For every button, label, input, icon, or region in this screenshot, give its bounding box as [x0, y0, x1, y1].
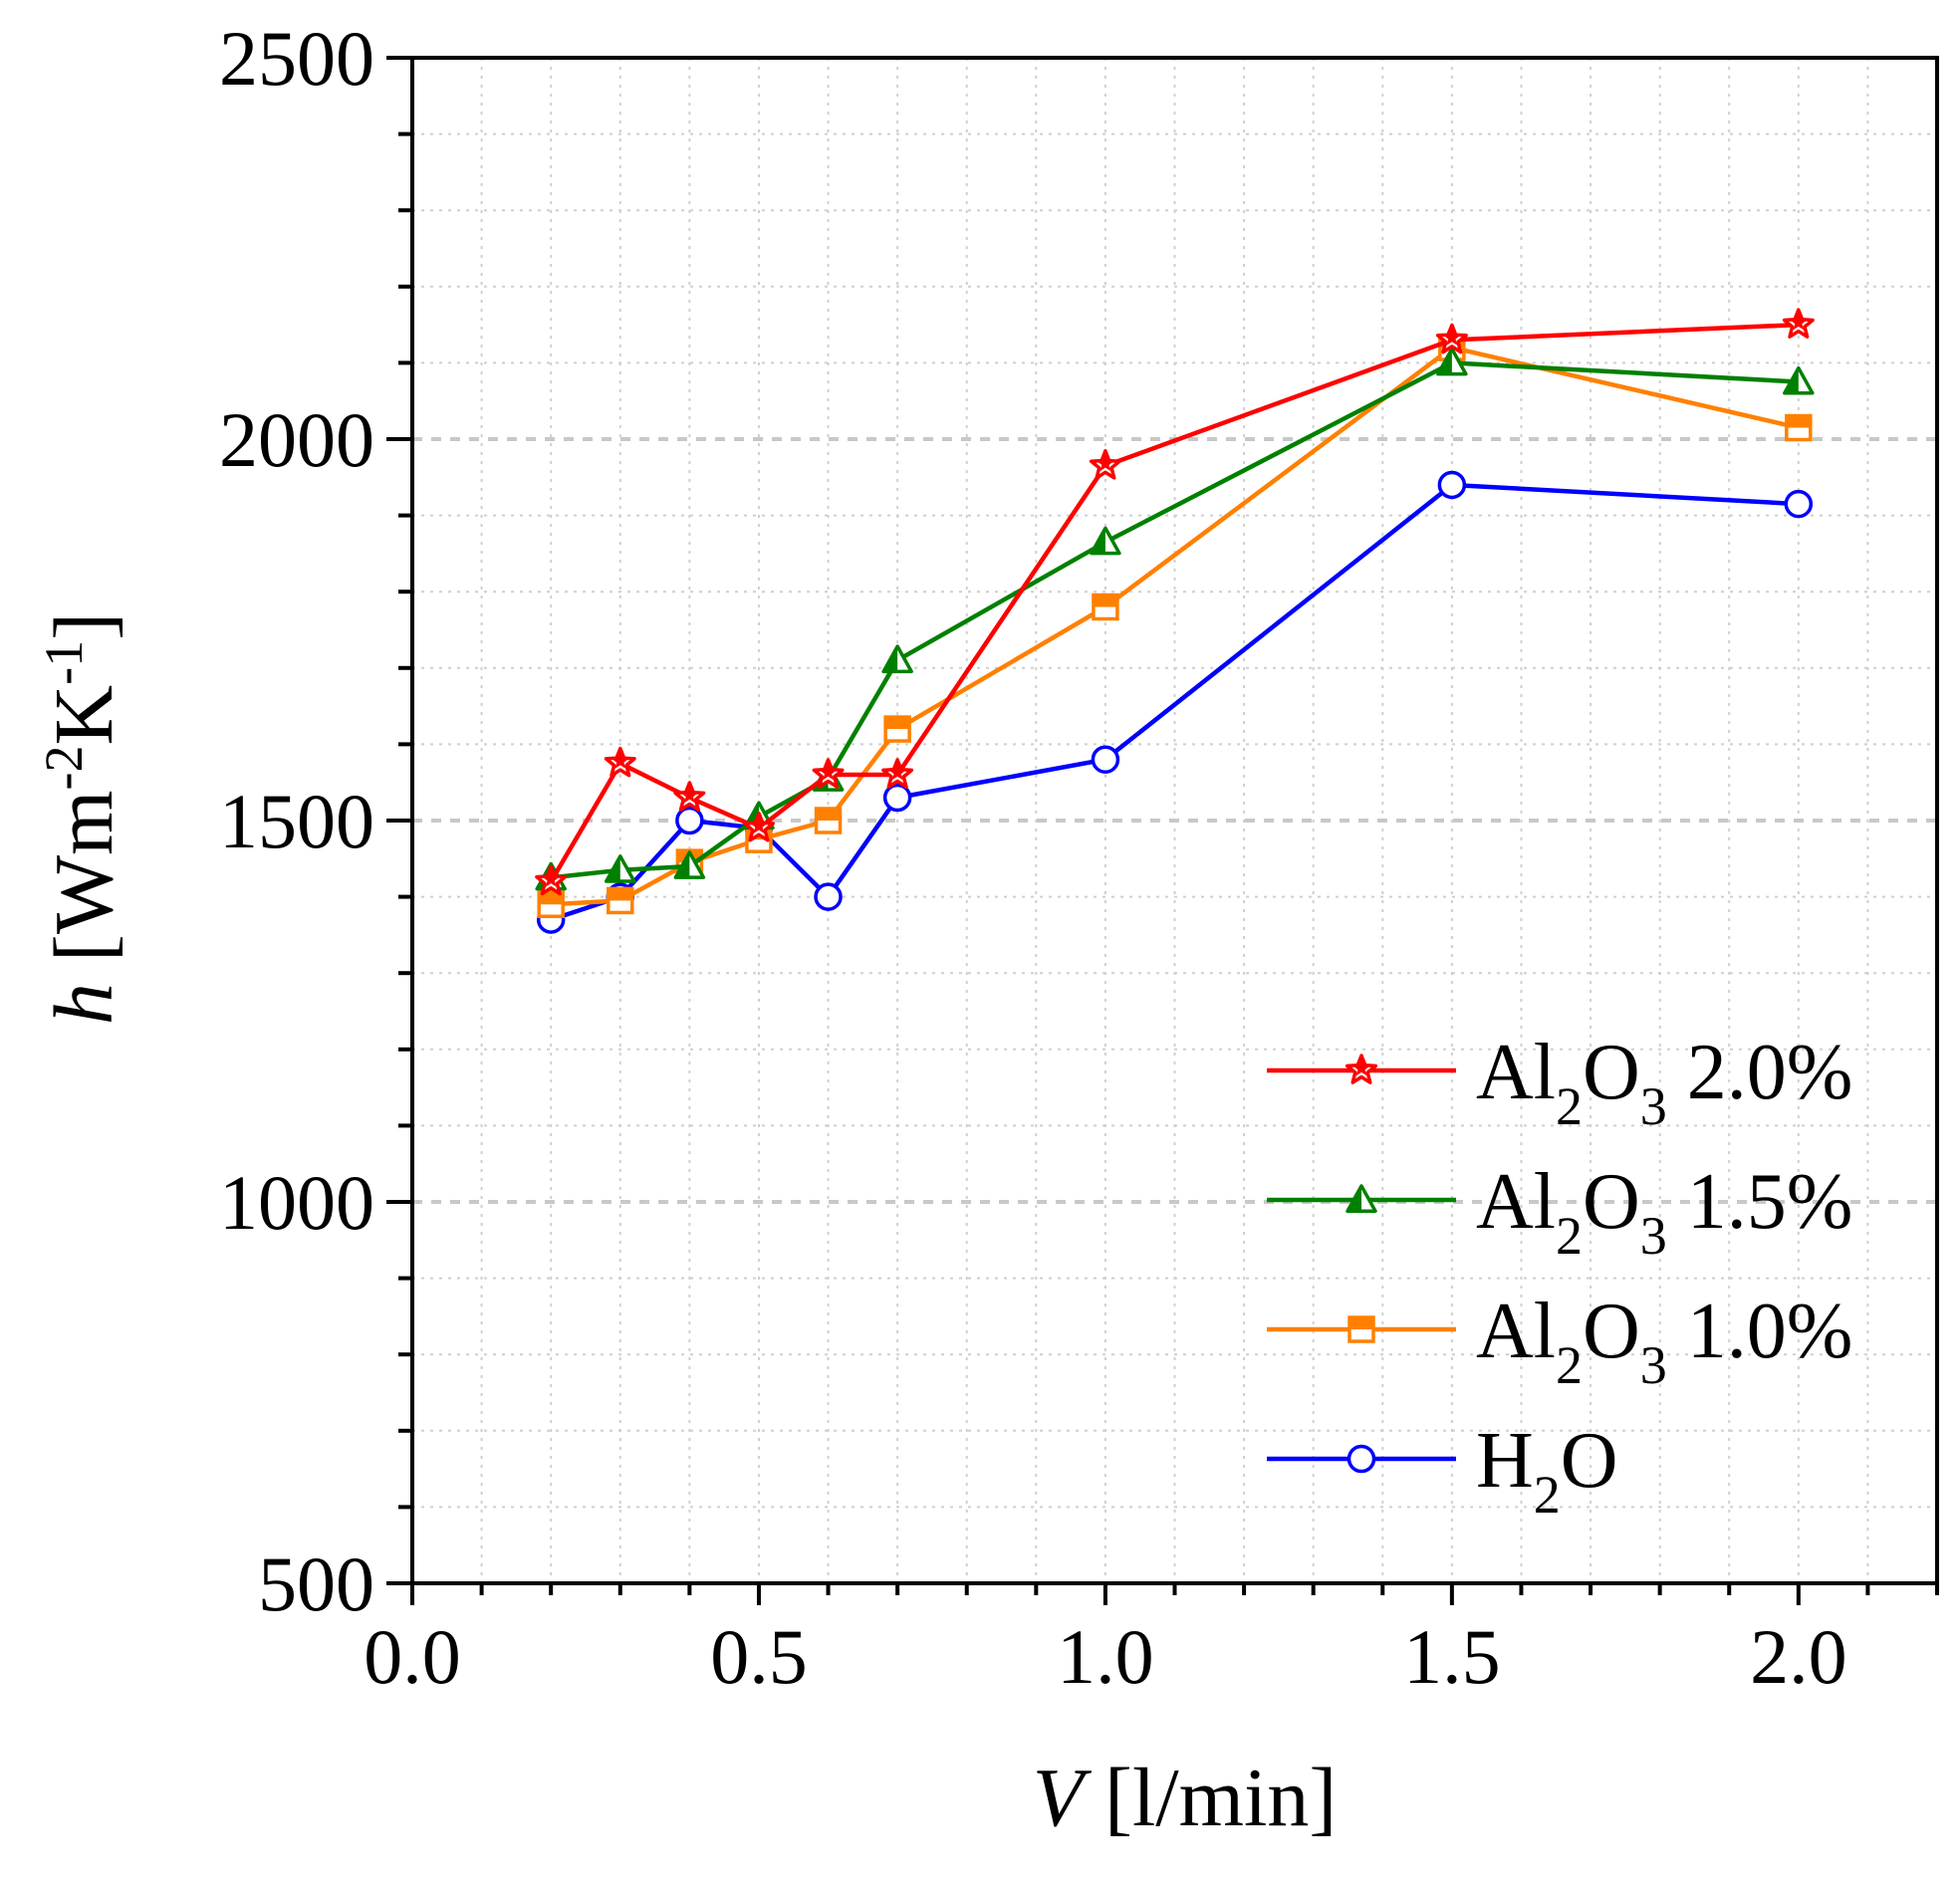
y-axis-title-exponent: -2 — [34, 746, 94, 791]
legend-label-subscript: 2 — [1534, 1465, 1561, 1525]
legend-swatch-square-fill — [1349, 1317, 1373, 1329]
data-point-star-fill — [1790, 314, 1808, 331]
y-axis-title-bracket: ] — [38, 612, 130, 640]
legend-label-subscript: 2 — [1556, 1335, 1583, 1395]
legend-label-subscript: 2 — [1556, 1206, 1583, 1266]
legend-label-subscript: 3 — [1640, 1076, 1667, 1136]
data-point-circle — [1784, 489, 1814, 519]
data-point-square-fill — [885, 717, 910, 730]
y-tick-label: 2500 — [219, 15, 374, 102]
legend-swatch-star-fill — [1352, 1060, 1370, 1076]
legend: Al2O3 2.0%Al2O3 1.5%Al2O3 1.0%H2O — [1267, 1029, 1852, 1525]
legend-entry: H2O — [1267, 1417, 1618, 1525]
data-point-star-fill — [1097, 454, 1114, 472]
y-axis-title-unit: K — [38, 685, 130, 746]
data-point-triangle-fill — [1091, 528, 1105, 554]
data-point-circle — [1437, 470, 1467, 500]
data-point-square-fill — [608, 888, 632, 901]
data-point-circle — [814, 882, 843, 911]
legend-entry: Al2O3 1.0% — [1267, 1288, 1852, 1395]
legend-label-part: O — [1583, 1158, 1640, 1246]
legend-label-subscript: 3 — [1640, 1206, 1667, 1266]
legend-label-part: O — [1583, 1288, 1640, 1375]
y-tick-label: 1500 — [219, 778, 374, 864]
legend-label-subscript: 3 — [1640, 1335, 1667, 1395]
x-axis-title-unit: [l/min] — [1084, 1752, 1337, 1844]
data-point-circle — [882, 783, 912, 813]
x-axis-title-symbol: V — [1033, 1752, 1093, 1844]
legend-label: Al2O3 2.0% — [1476, 1029, 1852, 1136]
data-point-triangle-fill — [1437, 349, 1452, 374]
axes: 500 1000 1500 2000 2500 0.0 0.5 1.0 1.5 2.0 V [l/m… — [34, 15, 1939, 1844]
y-axis-title-exponent: -1 — [34, 640, 94, 685]
y-axis-title-unit: [Wm — [38, 791, 130, 984]
data-point-circle — [675, 806, 704, 835]
data-point-star-fill — [888, 764, 906, 781]
data-point-star-fill — [750, 817, 768, 833]
legend-label-part: 1.5% — [1667, 1158, 1853, 1246]
legend-label-part: O — [1583, 1029, 1640, 1116]
legend-label-part: Al — [1476, 1158, 1556, 1246]
legend-label: Al2O3 1.0% — [1476, 1288, 1852, 1395]
legend-label-part: 2.0% — [1667, 1029, 1853, 1116]
y-tick-label: 1000 — [219, 1159, 374, 1246]
data-point-square-fill — [1786, 415, 1811, 428]
data-point-star-fill — [680, 787, 698, 804]
legend-label: H2O — [1476, 1417, 1618, 1525]
series-al2o3-2-0 — [535, 308, 1815, 896]
grid — [412, 58, 1937, 1583]
data-point-star-fill — [542, 870, 560, 887]
x-tick-label: 2.0 — [1750, 1613, 1847, 1700]
data-point-triangle-fill — [1784, 367, 1799, 393]
y-axis-title-symbol: h — [38, 983, 130, 1025]
legend-label-part: Al — [1476, 1288, 1556, 1375]
legend-entry: Al2O3 2.0% — [1267, 1029, 1852, 1136]
x-tick-label: 0.5 — [710, 1613, 808, 1700]
y-axis-title: h [Wm-2K-1] — [34, 612, 130, 1025]
data-point-triangle-fill — [606, 855, 620, 881]
x-axis-title: V [l/min] — [1033, 1752, 1338, 1844]
legend-swatch-triangle-fill — [1348, 1186, 1361, 1212]
legend-label-part: 1.0% — [1667, 1288, 1853, 1375]
data-point-square-fill — [1093, 594, 1117, 607]
x-tick-label: 0.0 — [364, 1613, 461, 1700]
data-point-triangle-fill — [675, 851, 690, 878]
legend-swatch-circle — [1347, 1444, 1376, 1474]
legend-label: Al2O3 1.5% — [1476, 1158, 1852, 1266]
data-point-triangle-fill — [883, 646, 898, 672]
data-point-square-fill — [539, 892, 564, 905]
data-point-star-fill — [1443, 329, 1461, 346]
legend-label-part: O — [1561, 1417, 1618, 1505]
x-tick-label: 1.0 — [1057, 1613, 1154, 1700]
data-point-square-fill — [816, 809, 841, 821]
data-point-star-fill — [820, 764, 838, 781]
legend-label-subscript: 2 — [1556, 1076, 1583, 1136]
legend-label-part: H — [1476, 1417, 1534, 1505]
data-point-circle — [1091, 745, 1120, 774]
data-point-star-fill — [612, 752, 629, 769]
y-tick-label: 500 — [258, 1540, 374, 1627]
series — [535, 308, 1815, 934]
legend-entry: Al2O3 1.5% — [1267, 1158, 1852, 1266]
x-tick-label: 1.5 — [1403, 1613, 1501, 1700]
y-tick-label: 2000 — [219, 396, 374, 483]
legend-label-part: Al — [1476, 1029, 1556, 1116]
